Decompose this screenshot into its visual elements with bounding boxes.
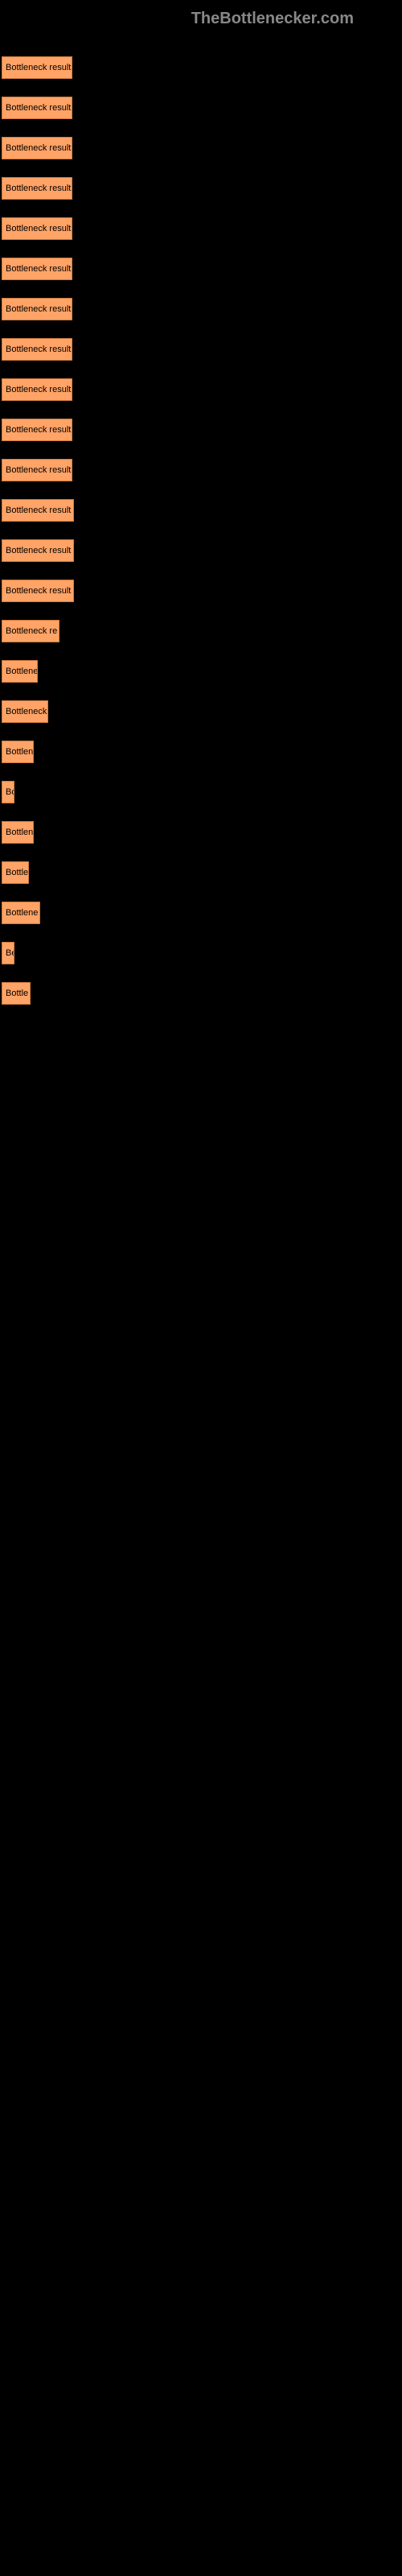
bar-row: Bottleneck re bbox=[0, 612, 402, 652]
bar-row: Bottle bbox=[0, 974, 402, 1014]
bottleneck-bar[interactable]: Bottleneck result bbox=[2, 217, 72, 240]
bottleneck-bar[interactable]: Bottleneck result bbox=[2, 137, 72, 159]
bar-row: Bottleneck result bbox=[0, 491, 402, 531]
bar-row: Bottleneck result bbox=[0, 129, 402, 169]
bar-row: Bottleneck result bbox=[0, 572, 402, 612]
bottleneck-bar[interactable]: Bottle bbox=[2, 982, 31, 1005]
bottleneck-bar[interactable]: Bottle bbox=[2, 861, 29, 884]
bar-row: Bottleneck result bbox=[0, 411, 402, 451]
bar-row: Bottlene bbox=[0, 894, 402, 934]
bar-row: Bottleneck result bbox=[0, 48, 402, 89]
site-header: TheBottlenecker.com bbox=[191, 10, 354, 28]
bar-row: Bottleneck result bbox=[0, 209, 402, 250]
bottleneck-bar[interactable]: Bottleneck result bbox=[2, 56, 72, 79]
bottleneck-bar[interactable]: Bottleneck result bbox=[2, 378, 72, 401]
bottleneck-bar[interactable]: Bottleneck result bbox=[2, 499, 74, 522]
bar-row: Be bbox=[0, 934, 402, 974]
bottleneck-bar[interactable]: Bottleneck result bbox=[2, 97, 72, 119]
bar-row: Bottleneck bbox=[0, 692, 402, 733]
bar-row: Bottleneck result bbox=[0, 451, 402, 491]
bottleneck-bar[interactable]: Bo bbox=[2, 781, 14, 803]
bottleneck-bar[interactable]: Be bbox=[2, 942, 14, 964]
bottleneck-bar[interactable]: Bottleneck re bbox=[2, 620, 59, 642]
bottleneck-bar[interactable]: Bottleneck result bbox=[2, 258, 72, 280]
bar-row: Bottlen bbox=[0, 733, 402, 773]
bar-row: Bottle bbox=[0, 853, 402, 894]
bottleneck-bar[interactable]: Bottleneck result bbox=[2, 539, 74, 562]
bar-row: Bo bbox=[0, 773, 402, 813]
bottleneck-bar[interactable]: Bottlene bbox=[2, 902, 40, 924]
bar-row: Bottleneck result bbox=[0, 89, 402, 129]
bar-row: Bottleneck result bbox=[0, 250, 402, 290]
bar-row: Bottlene bbox=[0, 652, 402, 692]
bar-row: Bottlen bbox=[0, 813, 402, 853]
bottleneck-bar[interactable]: Bottleneck result bbox=[2, 580, 74, 602]
bottleneck-bar[interactable]: Bottlen bbox=[2, 741, 34, 763]
bottleneck-bar[interactable]: Bottleneck result bbox=[2, 338, 72, 361]
bottleneck-bar[interactable]: Bottlen bbox=[2, 821, 34, 844]
bar-row: Bottleneck result bbox=[0, 290, 402, 330]
bar-row: Bottleneck result bbox=[0, 370, 402, 411]
bottleneck-bar[interactable]: Bottleneck result bbox=[2, 177, 72, 200]
bottleneck-bar[interactable]: Bottleneck result bbox=[2, 298, 72, 320]
bottleneck-chart: Bottleneck result Bottleneck result Bottle… bbox=[0, 48, 402, 1014]
bottleneck-bar[interactable]: Bottleneck result bbox=[2, 459, 72, 481]
bar-row: Bottleneck result bbox=[0, 330, 402, 370]
bar-row: Bottleneck result bbox=[0, 531, 402, 572]
bottleneck-bar[interactable]: Bottleneck bbox=[2, 700, 48, 723]
bar-row: Bottleneck result bbox=[0, 169, 402, 209]
bottleneck-bar[interactable]: Bottleneck result bbox=[2, 419, 72, 441]
bottleneck-bar[interactable]: Bottlene bbox=[2, 660, 38, 683]
